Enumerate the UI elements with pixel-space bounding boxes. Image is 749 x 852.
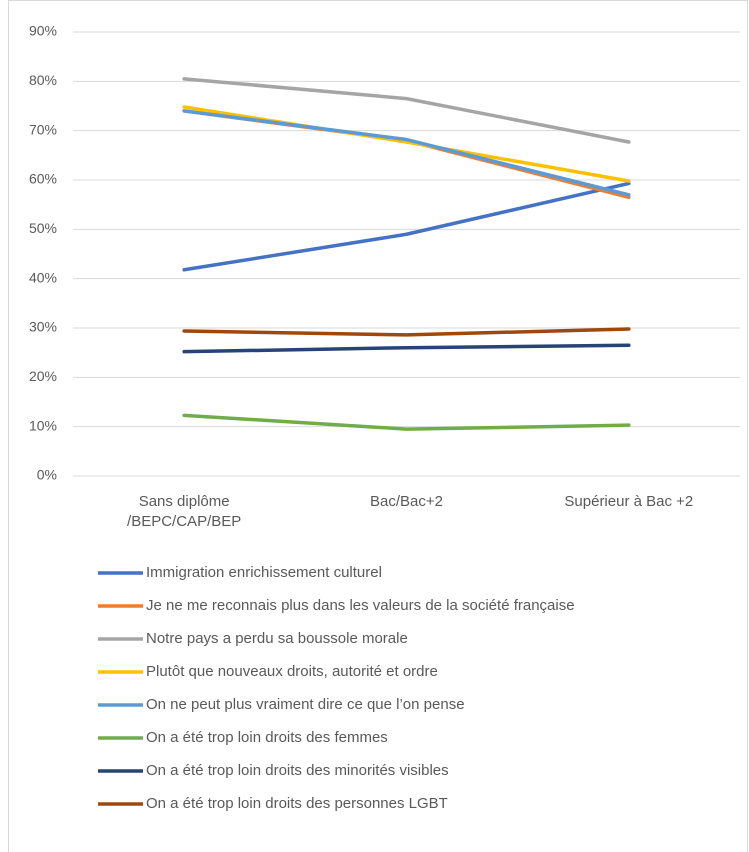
series-line — [182, 343, 631, 354]
y-tick-label: 20% — [29, 368, 57, 384]
legend-label: Notre pays a perdu sa boussole morale — [146, 630, 408, 647]
y-tick-label: 30% — [29, 319, 57, 335]
y-tick-label: 90% — [29, 23, 57, 39]
legend-label: On a été trop loin droits des personnes … — [146, 795, 448, 812]
series-line — [182, 109, 631, 197]
legend-label: Plutôt que nouveaux droits, autorité et … — [146, 663, 438, 680]
y-tick-label: 60% — [29, 171, 57, 187]
x-tick-label: Supérieur à Bac +2 — [564, 493, 694, 510]
series-line — [182, 109, 631, 200]
series-line — [182, 413, 631, 431]
series-line — [182, 77, 631, 144]
x-tick-label: Sans diplôme /BEPC/CAP/BEP — [127, 493, 242, 530]
y-tick-label: 70% — [29, 121, 57, 137]
legend-label: Immigration enrichissement culturel — [146, 564, 382, 581]
series-line — [182, 327, 631, 337]
chart-border — [8, 0, 748, 852]
series-line — [182, 181, 631, 272]
legend-label: On ne peut plus vraiment dire ce que l’o… — [146, 696, 465, 713]
y-tick-label: 10% — [29, 417, 57, 433]
x-tick-label: Bac/Bac+2 — [370, 493, 443, 510]
legend-label: On a été trop loin droits des minorités … — [146, 762, 449, 779]
y-tick-label: 0% — [37, 467, 57, 483]
legend-label: Je ne me reconnais plus dans les valeurs… — [146, 597, 575, 614]
legend-label: On a été trop loin droits des femmes — [146, 729, 388, 746]
y-tick-label: 80% — [29, 72, 57, 88]
y-tick-label: 40% — [29, 269, 57, 285]
series-line — [182, 105, 631, 183]
y-tick-label: 50% — [29, 220, 57, 236]
